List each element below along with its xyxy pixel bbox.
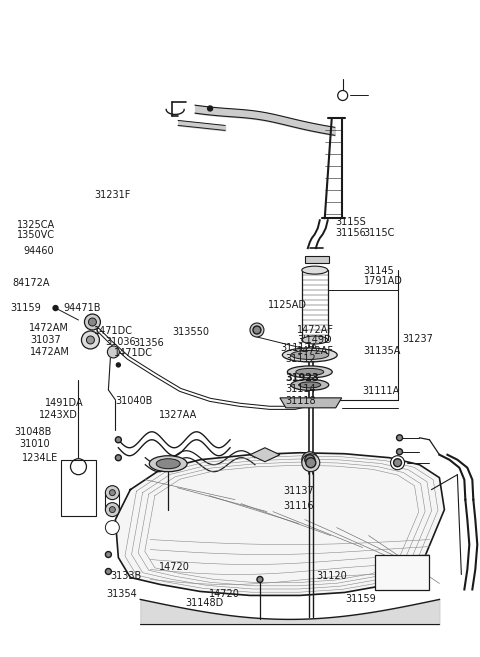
Ellipse shape — [291, 379, 329, 390]
Text: 31112: 31112 — [286, 353, 316, 364]
Ellipse shape — [282, 348, 337, 362]
Circle shape — [115, 455, 121, 461]
Text: 31231F: 31231F — [95, 190, 131, 200]
Text: 1491DA: 1491DA — [45, 398, 84, 408]
Text: 94460: 94460 — [24, 246, 54, 256]
Text: 31010: 31010 — [19, 439, 49, 449]
Ellipse shape — [302, 336, 328, 344]
Circle shape — [86, 336, 95, 344]
Circle shape — [71, 459, 86, 475]
Circle shape — [396, 435, 403, 441]
Circle shape — [108, 346, 120, 358]
Text: 1472AM: 1472AM — [30, 347, 70, 357]
Circle shape — [82, 331, 99, 349]
Ellipse shape — [156, 459, 180, 468]
Text: 31116: 31116 — [283, 501, 314, 510]
Text: 1791AD: 1791AD — [363, 277, 402, 286]
Ellipse shape — [296, 369, 324, 375]
Circle shape — [84, 314, 100, 330]
Text: 31159: 31159 — [10, 302, 41, 313]
Text: 31118: 31118 — [286, 396, 316, 405]
Circle shape — [250, 323, 264, 337]
Polygon shape — [280, 398, 342, 408]
Circle shape — [391, 456, 405, 470]
Circle shape — [106, 520, 120, 535]
Text: 1471DC: 1471DC — [94, 326, 132, 336]
Text: 31145: 31145 — [363, 266, 394, 276]
Text: 31120: 31120 — [317, 572, 348, 581]
Text: 31040B: 31040B — [116, 396, 153, 405]
Text: 14720: 14720 — [209, 589, 240, 599]
Ellipse shape — [149, 456, 187, 472]
Text: 31923: 31923 — [286, 373, 319, 382]
Text: 1350VC: 1350VC — [17, 231, 55, 240]
Circle shape — [53, 306, 58, 311]
Text: 3'149D: 3'149D — [298, 335, 332, 346]
Circle shape — [302, 454, 320, 472]
Text: 313550: 313550 — [172, 327, 209, 338]
Text: 1472AF: 1472AF — [298, 346, 335, 356]
Bar — [305, 256, 329, 263]
Text: 1327AA: 1327AA — [158, 410, 197, 420]
Circle shape — [106, 551, 111, 558]
Text: 31135A: 31135A — [363, 346, 401, 356]
Text: 1243XD: 1243XD — [39, 410, 78, 420]
Text: 31148D: 31148D — [185, 598, 223, 608]
Text: 1472AF: 1472AF — [298, 325, 335, 335]
Circle shape — [116, 363, 120, 367]
Text: 31159: 31159 — [345, 594, 376, 604]
Circle shape — [106, 486, 120, 499]
Text: 14720: 14720 — [158, 562, 190, 572]
Text: 31137: 31137 — [283, 486, 314, 496]
Circle shape — [106, 503, 120, 516]
Circle shape — [338, 91, 348, 101]
Circle shape — [109, 507, 115, 512]
Text: 1472AM: 1472AM — [29, 323, 69, 334]
Circle shape — [253, 326, 261, 334]
Text: 1325CA: 1325CA — [17, 220, 55, 230]
Circle shape — [106, 568, 111, 574]
Text: 84172A: 84172A — [12, 278, 50, 288]
Bar — [60, 460, 96, 516]
Text: 94471B: 94471B — [63, 302, 100, 313]
Text: 3115C: 3115C — [363, 229, 395, 238]
Circle shape — [115, 437, 121, 443]
Text: 31037: 31037 — [30, 335, 61, 346]
Polygon shape — [250, 448, 280, 462]
Text: 1125AD: 1125AD — [268, 300, 307, 310]
Text: 31354: 31354 — [107, 589, 137, 599]
Ellipse shape — [288, 366, 332, 378]
Circle shape — [305, 455, 315, 464]
Text: 31156: 31156 — [336, 229, 366, 238]
Bar — [374, 555, 430, 591]
Circle shape — [396, 449, 403, 455]
Text: 31111A: 31111A — [362, 386, 399, 396]
Ellipse shape — [302, 266, 328, 274]
Text: 31048B: 31048B — [14, 427, 51, 437]
Text: 31112A: 31112A — [281, 343, 318, 353]
Text: 31114: 31114 — [286, 384, 316, 394]
Polygon shape — [115, 453, 444, 595]
Text: 1471DC: 1471DC — [114, 348, 153, 359]
Ellipse shape — [299, 382, 321, 388]
Text: 31237: 31237 — [403, 334, 433, 344]
Circle shape — [302, 452, 318, 468]
Text: 1234LE: 1234LE — [22, 453, 59, 463]
Ellipse shape — [291, 350, 329, 359]
Text: 31356: 31356 — [134, 338, 165, 348]
Text: 3133B: 3133B — [111, 572, 142, 581]
Circle shape — [306, 458, 316, 468]
Circle shape — [207, 106, 213, 111]
Circle shape — [109, 489, 115, 495]
Text: 31036: 31036 — [105, 336, 136, 347]
Circle shape — [88, 318, 96, 326]
Circle shape — [257, 576, 263, 583]
Text: 3115S: 3115S — [336, 217, 366, 227]
Circle shape — [394, 459, 402, 466]
